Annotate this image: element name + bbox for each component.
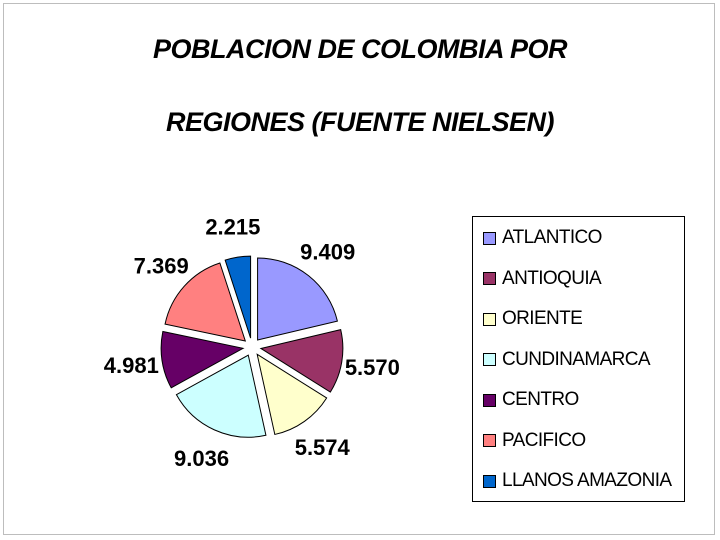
legend-item-oriente: ORIENTE [483,306,583,332]
legend-label: CENTRO [502,389,579,410]
legend-item-cundinamarca: CUNDINAMARCA [483,347,651,373]
pie-slice-pacifico [164,262,247,342]
legend-item-pacifico: PACIFICO [483,428,586,454]
pie-slice-llanos-amazonia [224,255,252,339]
legend-item-antioquia: ANTIOQUIA [483,266,602,292]
data-label-llanos-amazonia: 2.215 [205,215,260,240]
data-label-pacifico: 7.369 [134,254,189,279]
legend-item-llanos-amazonia: LLANOS AMAZONIA [483,468,672,494]
pie-slice-atlantico [257,257,338,341]
legend-swatch [483,312,496,326]
legend-label: ORIENTE [502,308,583,329]
data-label-oriente: 5.574 [295,435,351,460]
legend-swatch [483,474,496,488]
data-label-cundinamarca: 9.036 [174,446,229,471]
legend-swatch [483,231,496,245]
chart-title-line-2: REGIONES (FUENTE NIELSEN) [165,107,555,137]
legend-label: CUNDINAMARCA [502,348,651,370]
legend-swatch [483,434,496,447]
legend-label: PACIFICO [502,429,586,451]
pie-slice-cundinamarca [175,354,267,438]
legend-label: ATLANTICO [502,227,602,248]
legend-item-atlantico: ATLANTICO [483,225,602,251]
slide-frame [3,3,715,535]
legend-swatch [483,393,496,407]
legend-swatch [483,353,496,366]
pie-slice-centro [160,330,245,389]
legend-label: LLANOS AMAZONIA [502,470,672,491]
legend-swatch [483,272,496,285]
chart-title-line-1: POBLACION DE COLOMBIA POR [152,34,568,64]
pie-slice-oriente [256,353,328,436]
data-label-centro: 4.981 [104,353,159,378]
legend-item-centro: CENTRO [483,387,579,413]
pie-slice-antioquia [259,329,344,393]
chart-legend: ATLANTICO ANTIOQUIA ORIENTE CUNDINAMARCA CEN… [472,216,685,502]
data-label-antioquia: 5.570 [345,355,400,380]
legend-label: ANTIOQUIA [502,267,602,289]
data-label-atlantico: 9.409 [300,239,355,264]
